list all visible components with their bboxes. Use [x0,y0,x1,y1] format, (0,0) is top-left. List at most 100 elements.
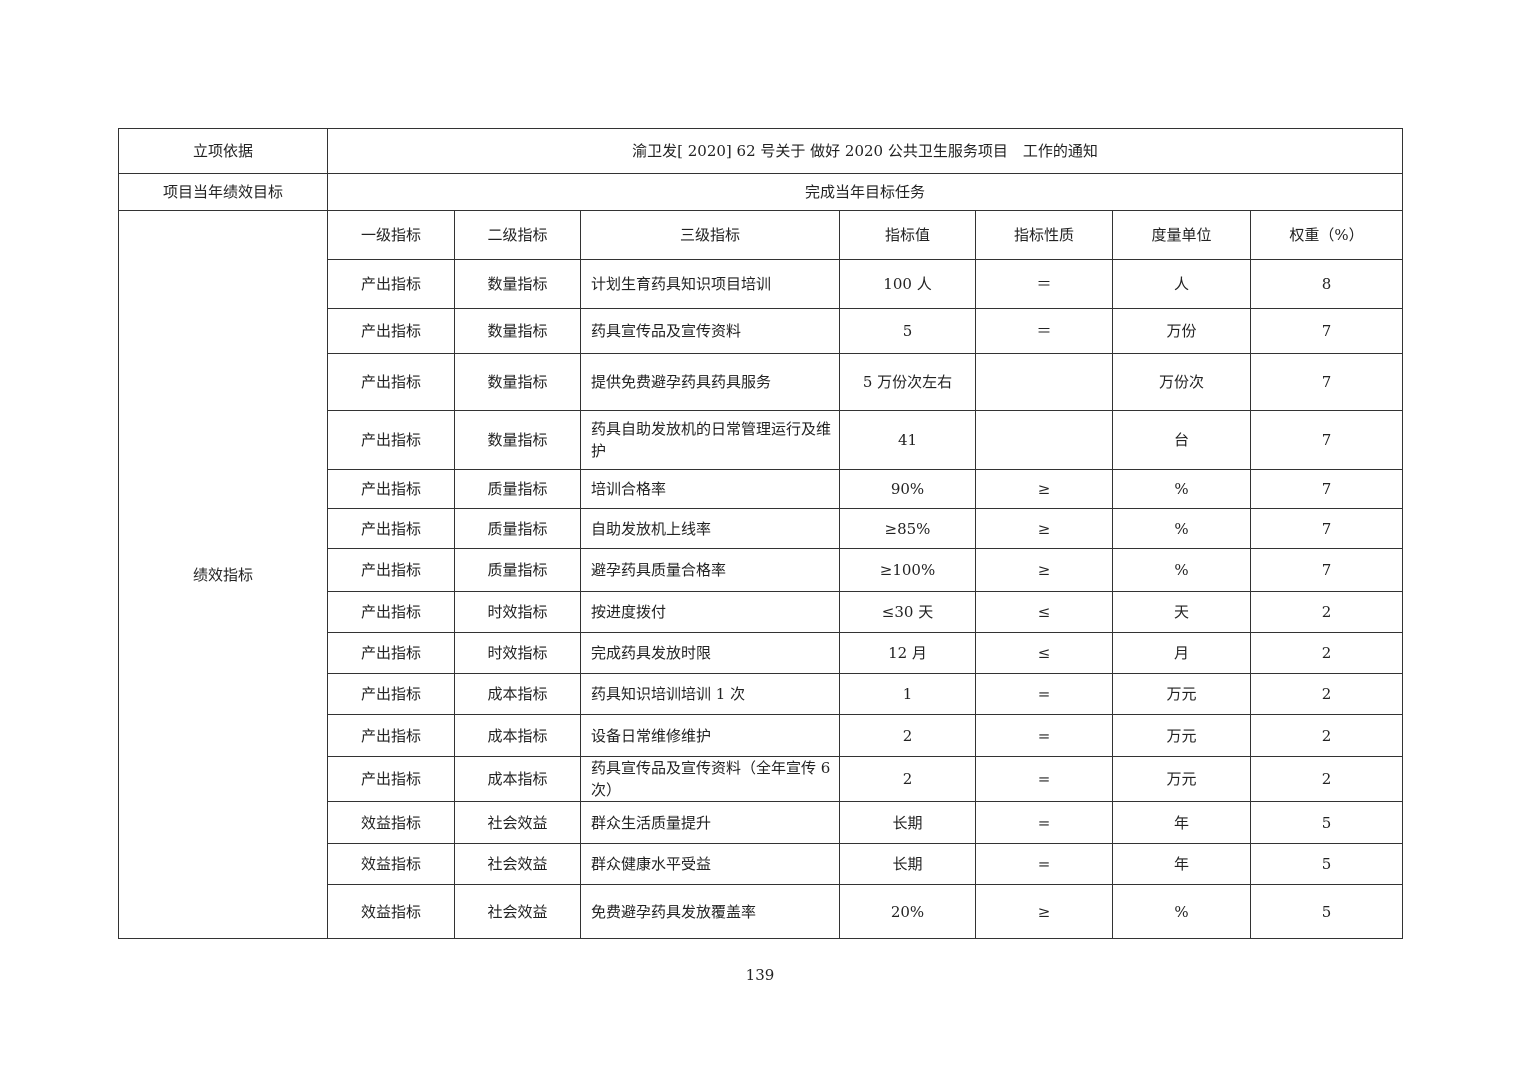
table-cell: 数量指标 [454,259,581,309]
column-header: 指标值 [839,210,976,260]
table-cell: 群众生活质量提升 [580,801,840,844]
table-cell: 5 [1249,884,1404,939]
table-cell: 自助发放机上线率 [580,508,840,549]
table-cell: 成本指标 [454,673,581,715]
table-cell: 万份 [1112,308,1251,354]
table-row: 产出指标 时效指标 按进度拨付 ≤30 天 ≤ 天 2 [119,591,1404,633]
table-cell: 41 [839,410,976,470]
table-cell: % [1112,548,1251,592]
table-cell: 长期 [839,801,976,844]
table-cell: 人 [1112,259,1251,309]
table-cell: ≥ [975,469,1113,509]
goal-label: 项目当年绩效目标 [118,173,328,211]
table-cell: 5 [1249,801,1404,844]
table-cell: 产出指标 [327,410,455,470]
table-cell: ＝ [975,259,1113,309]
table-row: 产出指标 数量指标 药具宣传品及宣传资料 5 ＝万份 7 [119,308,1404,354]
table-cell: 设备日常维修维护 [580,714,840,757]
table-cell: 2 [839,756,976,802]
table-cell: = [975,714,1113,757]
table-cell: ≥ [975,884,1113,939]
table-row: 产出指标 成本指标 设备日常维修维护 2 = 万元 2 [119,714,1404,757]
table-row: 产出指标 成本指标 药具宣传品及宣传资料（全年宣传 6 次） 2 = 万元 2 [119,756,1404,802]
table-cell: 90% [839,469,976,509]
table-cell [975,353,1113,411]
table-cell: 1 [839,673,976,715]
indicator-header-row: 绩效指标 一级指标 二级指标 三级指标 指标值 指标性质 度量单位 权重（%） [118,210,1404,939]
table-row: 产出指标 质量指标 培训合格率 90% ≥% 7 [119,469,1404,509]
table-cell: ≥ [975,548,1113,592]
table-cell: 社会效益 [454,801,581,844]
table-cell: 群众健康水平受益 [580,843,840,885]
table-cell: 产出指标 [327,673,455,715]
table-cell: 产出指标 [327,353,455,411]
table-cell: 提供免费避孕药具药具服务 [580,353,840,411]
table-cell: % [1112,884,1251,939]
indicators-label: 绩效指标 [118,210,328,939]
table-row: 产出指标 数量指标 计划生育药具知识项目培训 100 人＝人 8 [119,259,1404,309]
table-cell: 5 [839,308,976,354]
table-cell: = [975,843,1113,885]
table-cell: 社会效益 [454,843,581,885]
table-cell: 质量指标 [454,548,581,592]
table-cell: 产出指标 [327,548,455,592]
table-cell: 药具宣传品及宣传资料 [580,308,840,354]
table-row: 效益指标 社会效益 群众健康水平受益 长期 = 年 5 [119,843,1404,885]
table-cell: % [1112,508,1251,549]
table-cell [975,410,1113,470]
column-header: 一级指标 [327,210,455,260]
table-cell: 完成药具发放时限 [580,632,840,674]
table-cell: 2 [1249,714,1404,757]
table-cell: 效益指标 [327,884,455,939]
table-cell: 数量指标 [454,308,581,354]
table-cell: 2 [1249,673,1404,715]
table-cell: 长期 [839,843,976,885]
table-cell: 7 [1249,548,1404,592]
table-cell: 免费避孕药具发放覆盖率 [580,884,840,939]
table-cell: 产出指标 [327,508,455,549]
column-header: 三级指标 [580,210,840,260]
table-cell: ＝ [975,308,1113,354]
table-cell: 培训合格率 [580,469,840,509]
table-cell: 计划生育药具知识项目培训 [580,259,840,309]
table-cell: 成本指标 [454,714,581,757]
table-cell: 数量指标 [454,353,581,411]
table-cell: 20% [839,884,976,939]
table-cell: 药具知识培训培训 1 次 [580,673,840,715]
basis-value: 渝卫发[ 2020] 62 号关于 做好 2020 公共卫生服务项目 工作的通知 [326,128,1404,174]
table-row: 产出指标 数量指标 提供免费避孕药具药具服务 5 万份次左右 万份次 7 [119,353,1404,411]
table-cell: 台 [1112,410,1251,470]
table-cell: 8 [1249,259,1404,309]
table-cell: 7 [1249,410,1404,470]
column-header: 二级指标 [454,210,581,260]
goal-row: 项目当年绩效目标 完成当年目标任务 [118,173,1404,211]
table-cell: ≥100% [839,548,976,592]
table-cell: 数量指标 [454,410,581,470]
table-row: 产出指标 时效指标 完成药具发放时限 12 月 ≤ 月 2 [119,632,1404,674]
table-cell: 年 [1112,801,1251,844]
table-cell: 时效指标 [454,591,581,633]
table-cell: 产出指标 [327,756,455,802]
table-cell: 产出指标 [327,308,455,354]
table-cell: ≤30 天 [839,591,976,633]
table-row: 产出指标 数量指标 药具自助发放机的日常管理运行及维护 41 台 7 [119,410,1404,470]
table-cell: 药具自助发放机的日常管理运行及维护 [580,410,840,470]
table-cell: 2 [1249,756,1404,802]
goal-value: 完成当年目标任务 [326,173,1404,211]
table-cell: 100 人 [839,259,976,309]
table-cell: 7 [1249,308,1404,354]
basis-label: 立项依据 [118,128,328,174]
table-cell: 质量指标 [454,469,581,509]
table-cell: 天 [1112,591,1251,633]
table-cell: 年 [1112,843,1251,885]
table-row: 效益指标 社会效益 免费避孕药具发放覆盖率 20% ≥% 5 [119,884,1404,939]
table-cell: 7 [1249,469,1404,509]
table-cell: 成本指标 [454,756,581,802]
table-cell: 产出指标 [327,259,455,309]
table-cell: 万元 [1112,714,1251,757]
table-cell: 5 万份次左右 [839,353,976,411]
column-header: 指标性质 [975,210,1113,260]
table-cell: 效益指标 [327,801,455,844]
table-cell: 2 [839,714,976,757]
column-header: 权重（%） [1249,210,1404,260]
